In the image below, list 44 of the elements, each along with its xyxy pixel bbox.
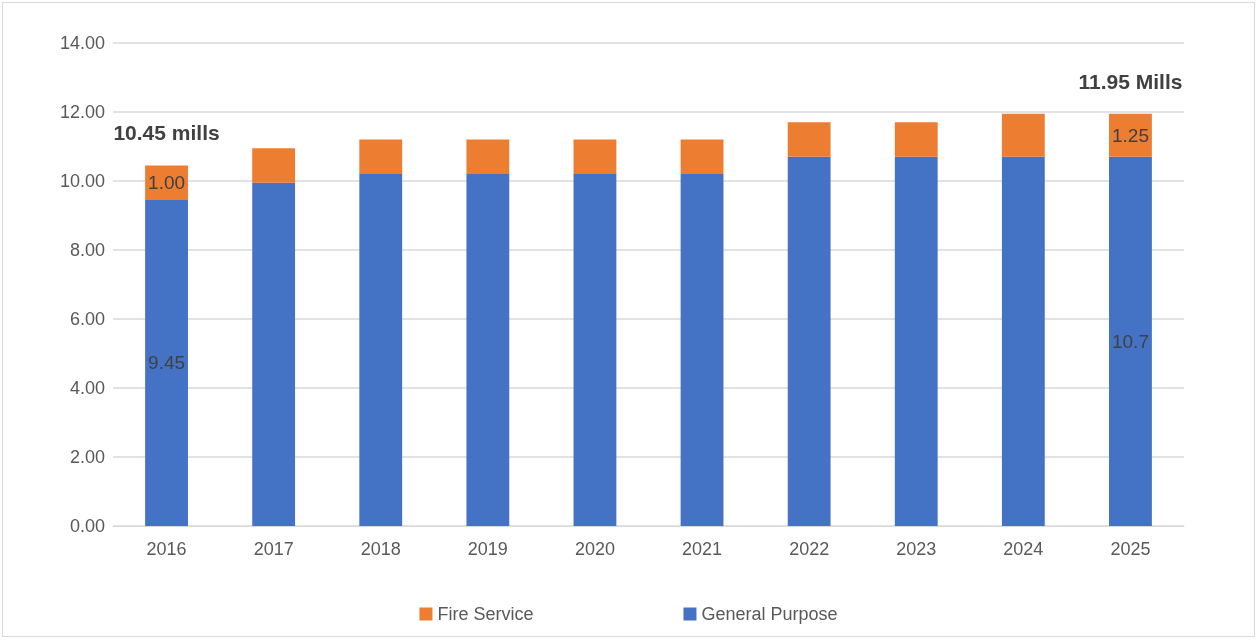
bar [145,199,188,526]
bar [573,139,617,175]
bar [573,174,617,526]
bar [787,122,831,157]
bar [894,156,938,526]
y-tick-label: 8.00 [69,240,105,260]
data-label: 10.7 [1111,330,1149,352]
y-tick-label: 4.00 [69,378,105,398]
bar [359,139,403,175]
data-label: 1.00 [148,172,186,194]
bar [1001,113,1045,157]
x-tick-label: 2021 [682,539,723,559]
x-tick-label: 2024 [1003,539,1044,559]
bar [894,122,938,157]
bar [787,156,831,526]
y-tick-label: 10.00 [59,171,105,191]
bar [466,174,510,526]
x-tick-label: 2016 [146,539,187,559]
bar [680,174,724,526]
bar [1109,156,1152,526]
bar [1001,156,1045,526]
x-tick-label: 2017 [253,539,294,559]
legend-label: Fire Service [437,604,534,624]
x-tick-label: 2023 [896,539,937,559]
y-tick-label: 0.00 [69,516,105,536]
x-tick-label: 2019 [467,539,508,559]
bar [466,139,510,175]
x-tick-label: 2018 [360,539,401,559]
legend-label: General Purpose [701,604,838,624]
bar [359,174,403,526]
y-tick-label: 14.00 [59,33,105,53]
y-tick-label: 6.00 [69,309,105,329]
x-tick-label: 2022 [789,539,830,559]
bar [252,148,296,183]
data-label: 1.25 [1111,124,1149,146]
bar [680,139,724,175]
y-tick-label: 2.00 [69,447,105,467]
annotation: 11.95 Mills [1078,69,1183,93]
annotation: 10.45 mills [113,121,220,145]
x-tick-label: 2025 [1110,539,1151,559]
bar [252,182,296,526]
data-label: 9.45 [148,352,186,374]
y-tick-label: 12.00 [59,102,105,122]
x-tick-label: 2020 [574,539,615,559]
